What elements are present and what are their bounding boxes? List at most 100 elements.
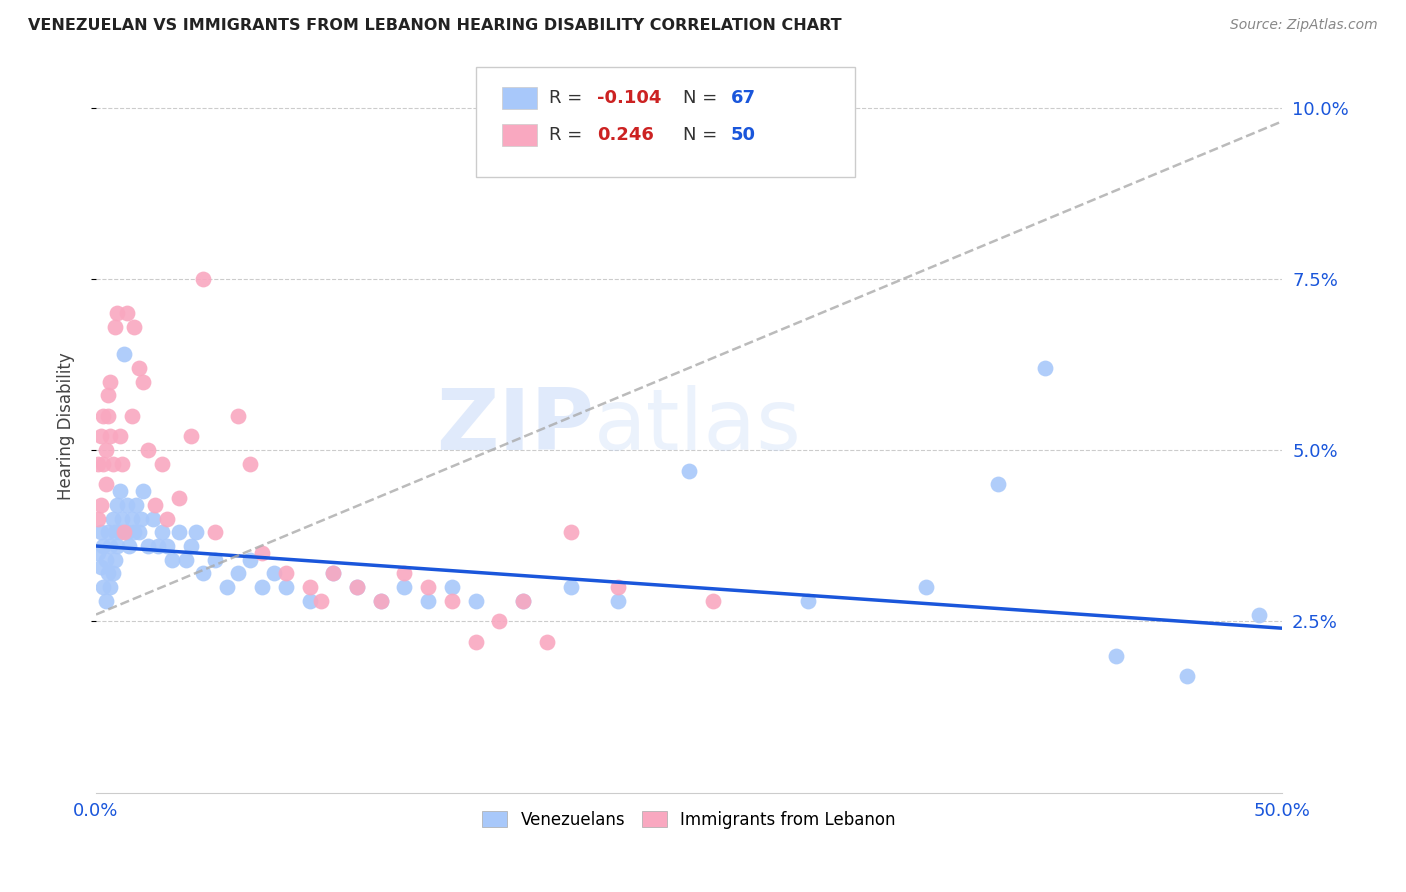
- Text: Source: ZipAtlas.com: Source: ZipAtlas.com: [1230, 18, 1378, 32]
- Point: [104, 525, 127, 540]
- Point: [184, 525, 207, 540]
- Point: [128, 360, 150, 375]
- Point: [394, 566, 416, 581]
- Point: [167, 491, 190, 505]
- Point: [322, 566, 344, 581]
- Point: [311, 594, 333, 608]
- Point: [108, 525, 131, 540]
- Point: [274, 580, 297, 594]
- Point: [136, 539, 159, 553]
- Point: [122, 319, 145, 334]
- Point: [370, 594, 392, 608]
- Point: [174, 552, 197, 566]
- Point: [228, 409, 250, 423]
- Point: [136, 443, 159, 458]
- Point: [129, 511, 152, 525]
- Point: [1105, 648, 1128, 663]
- Point: [191, 566, 214, 581]
- Point: [239, 552, 262, 566]
- Point: [1177, 669, 1199, 683]
- Point: [464, 594, 486, 608]
- Point: [394, 580, 416, 594]
- Point: [101, 457, 124, 471]
- Point: [512, 594, 534, 608]
- Text: R =: R =: [550, 126, 593, 145]
- Point: [101, 511, 124, 525]
- Point: [418, 594, 440, 608]
- Point: [94, 552, 117, 566]
- Point: [125, 498, 148, 512]
- Point: [97, 566, 120, 581]
- Point: [607, 594, 630, 608]
- Point: [250, 580, 273, 594]
- Point: [91, 539, 114, 553]
- Text: 67: 67: [731, 89, 755, 107]
- Point: [512, 594, 534, 608]
- Legend: Venezuelans, Immigrants from Lebanon: Venezuelans, Immigrants from Lebanon: [475, 805, 903, 836]
- Text: ZIP: ZIP: [436, 384, 595, 467]
- Point: [702, 594, 724, 608]
- Point: [132, 484, 155, 499]
- Text: R =: R =: [550, 89, 588, 107]
- Point: [105, 498, 128, 512]
- Point: [152, 525, 174, 540]
- Point: [143, 498, 166, 512]
- Point: [204, 552, 226, 566]
- Point: [111, 511, 134, 525]
- Text: atlas: atlas: [595, 384, 803, 467]
- FancyBboxPatch shape: [475, 67, 855, 177]
- Point: [108, 484, 131, 499]
- Point: [607, 580, 630, 594]
- Point: [160, 552, 183, 566]
- Point: [122, 525, 145, 540]
- Point: [94, 594, 117, 608]
- Point: [488, 615, 510, 629]
- Point: [87, 511, 110, 525]
- Point: [263, 566, 285, 581]
- Point: [90, 429, 112, 443]
- Point: [118, 539, 141, 553]
- Point: [215, 580, 238, 594]
- Text: N =: N =: [683, 89, 723, 107]
- Point: [98, 580, 121, 594]
- Point: [98, 429, 121, 443]
- Point: [105, 306, 128, 320]
- Point: [167, 525, 190, 540]
- Point: [115, 498, 138, 512]
- Point: [121, 409, 143, 423]
- Point: [797, 594, 820, 608]
- Point: [370, 594, 392, 608]
- Point: [191, 272, 214, 286]
- Point: [322, 566, 344, 581]
- Point: [1247, 607, 1270, 622]
- Point: [464, 635, 486, 649]
- Point: [440, 594, 463, 608]
- Point: [440, 580, 463, 594]
- Point: [105, 539, 128, 553]
- Point: [111, 457, 134, 471]
- Point: [87, 546, 110, 560]
- Point: [418, 580, 440, 594]
- Point: [98, 375, 121, 389]
- Point: [121, 511, 143, 525]
- Point: [180, 539, 202, 553]
- Point: [97, 525, 120, 540]
- Point: [142, 511, 165, 525]
- Point: [128, 525, 150, 540]
- Text: N =: N =: [683, 126, 723, 145]
- Point: [87, 457, 110, 471]
- Point: [91, 457, 114, 471]
- Point: [91, 409, 114, 423]
- Point: [115, 306, 138, 320]
- Point: [98, 539, 121, 553]
- Point: [146, 539, 169, 553]
- Text: 50: 50: [731, 126, 755, 145]
- Point: [108, 429, 131, 443]
- Point: [1033, 360, 1056, 375]
- Point: [115, 525, 138, 540]
- Point: [536, 635, 558, 649]
- FancyBboxPatch shape: [502, 87, 537, 110]
- FancyBboxPatch shape: [502, 124, 537, 146]
- Point: [94, 443, 117, 458]
- Point: [239, 457, 262, 471]
